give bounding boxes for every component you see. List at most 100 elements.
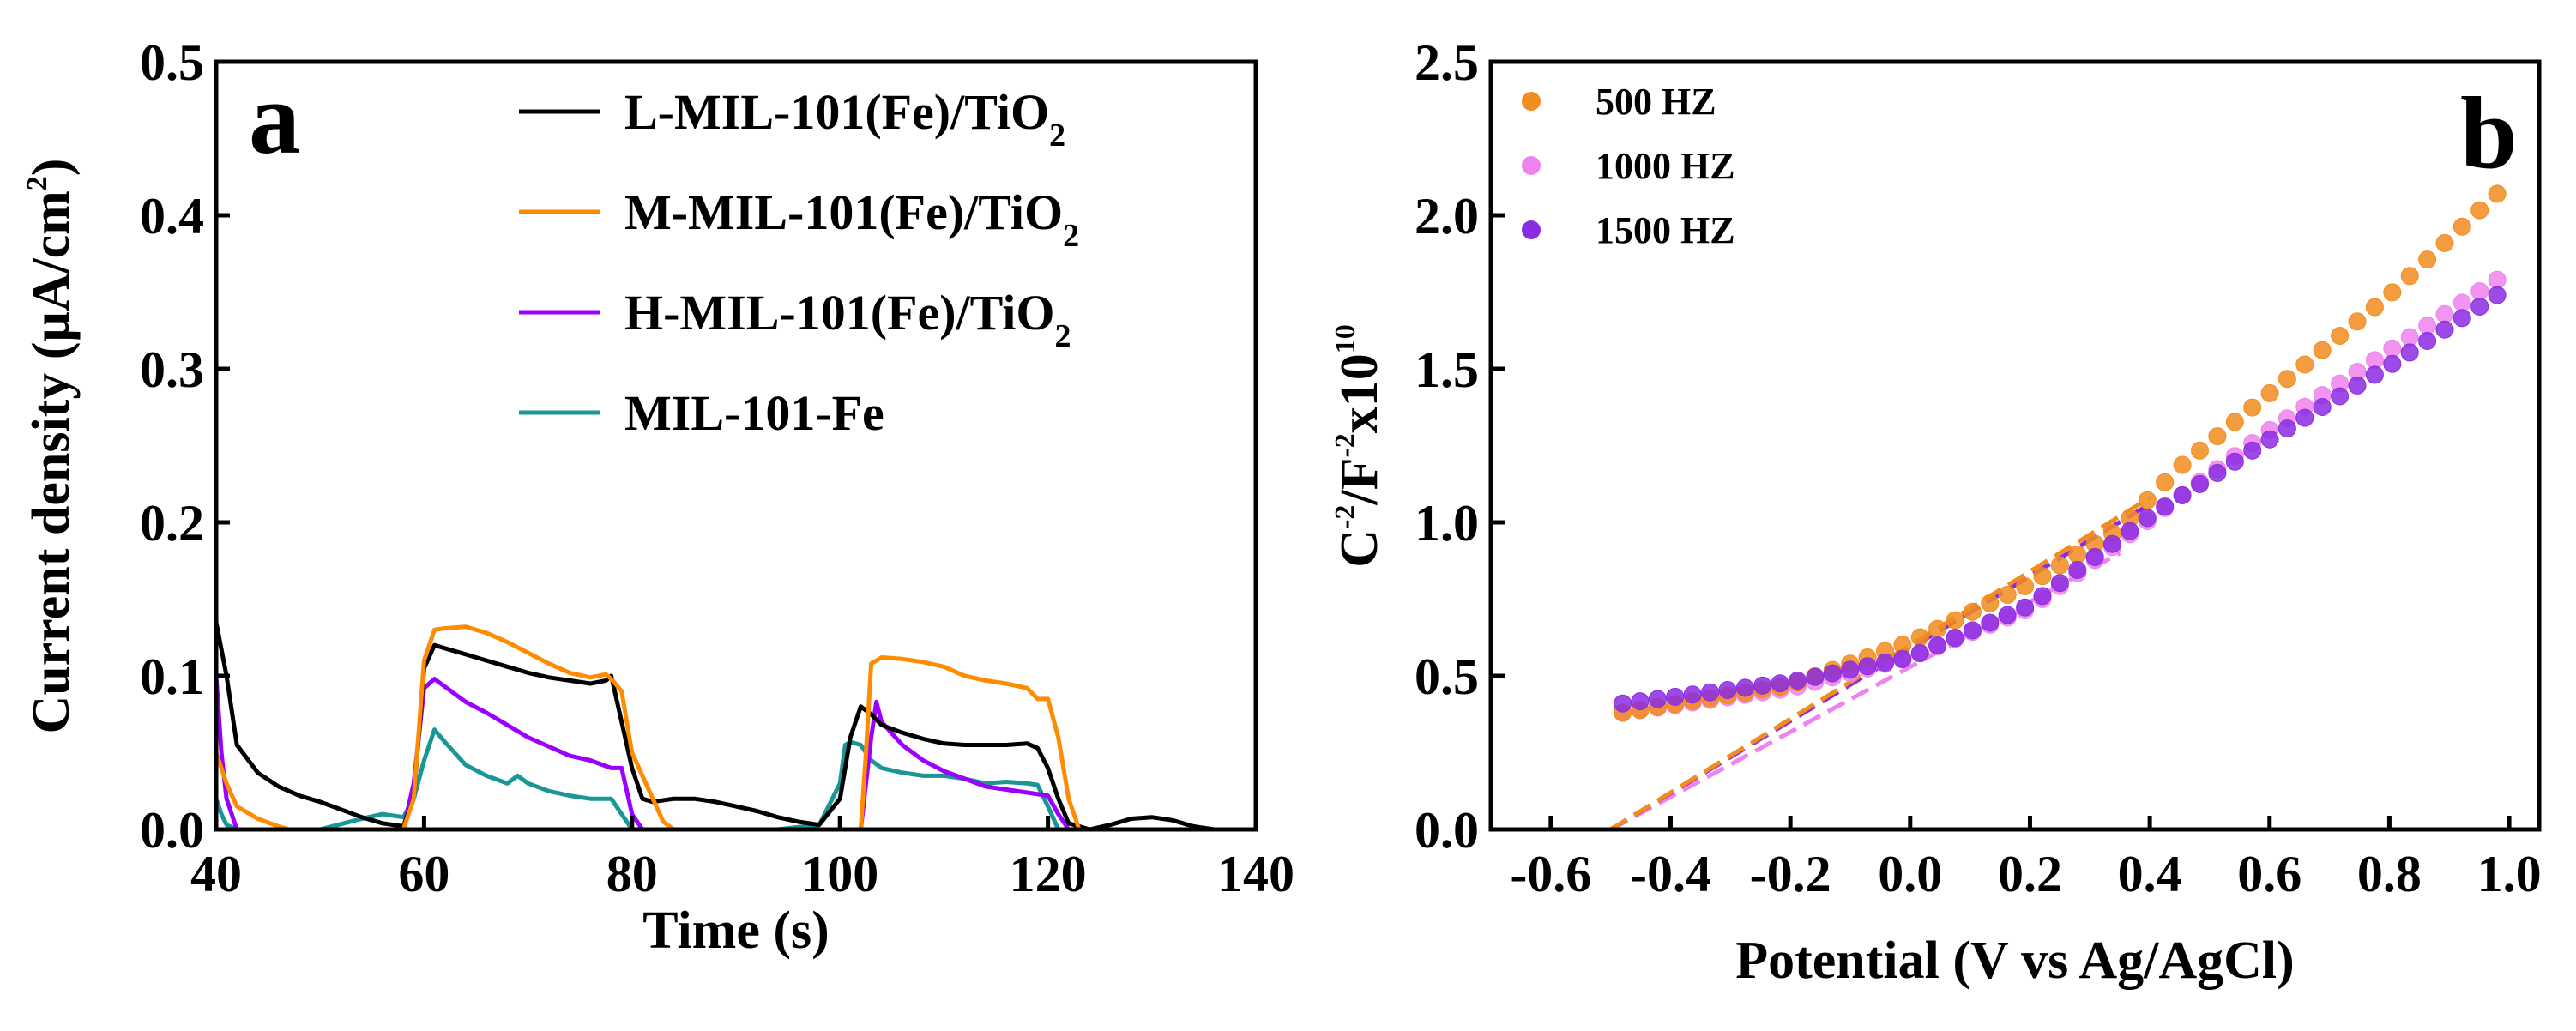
- scatter-point: [1841, 660, 1860, 679]
- scatter-point: [2191, 441, 2209, 460]
- series-line-2: [214, 675, 1079, 832]
- scatter-point: [2085, 547, 2104, 566]
- scatter-point: [1648, 690, 1667, 708]
- scatter-point: [2138, 491, 2157, 509]
- scatter-point: [2383, 283, 2402, 302]
- scatter-point: [2156, 497, 2175, 516]
- scatter-point: [2068, 546, 2087, 564]
- legend-label-3: MIL-101-Fe: [624, 385, 884, 441]
- panel-b-legend: 500 HZ 1000 HZ 1500 HZ: [1522, 81, 1735, 251]
- scatter-point: [2121, 522, 2139, 540]
- panel-a-frame: [214, 59, 1258, 832]
- panel-b-x-axis-title: Potential (V vs Ag/AgCl): [1735, 932, 2295, 990]
- legend-label-b-1: 1000 HZ: [1596, 145, 1735, 187]
- legend-label-0: L-MIL-101(Fe)/TiO2: [624, 84, 1065, 154]
- scatter-point: [1998, 585, 2017, 604]
- series-line-3: [214, 727, 1060, 832]
- scatter-point: [2418, 250, 2437, 269]
- panel-a-x-tick-label: 120: [1010, 846, 1087, 902]
- panel-a-y-tick-label: 0.2: [140, 495, 204, 552]
- panel-a-x-axis-title: Time (s): [642, 901, 830, 960]
- series-line-0: [214, 621, 1215, 832]
- scatter-point: [2191, 474, 2209, 493]
- scatter-point: [2348, 376, 2367, 395]
- panel-a-x-tick-label: 140: [1217, 846, 1294, 902]
- scatter-point: [2418, 317, 2437, 335]
- scatter-point: [1771, 674, 1789, 693]
- panel-b-x-tick-label: 0.2: [1998, 846, 2062, 902]
- scatter-point: [2295, 355, 2314, 374]
- scatter-point: [2488, 184, 2507, 203]
- legend-label-1: M-MIL-101(Fe)/TiO2: [624, 184, 1079, 254]
- scatter-point: [2225, 452, 2244, 471]
- scatter-point: [2260, 430, 2279, 449]
- scatter-point: [1963, 602, 1982, 621]
- scatter-point: [1910, 628, 1929, 647]
- panel-b-y-tick-label: 2.0: [1415, 188, 1479, 244]
- scatter-point: [1910, 644, 1929, 662]
- panel-b-letter: b: [2460, 75, 2518, 190]
- scatter-point: [2400, 343, 2419, 362]
- panel-b-x-tick-label: -0.6: [1510, 846, 1591, 902]
- scatter-point: [2068, 561, 2087, 579]
- scatter-point: [2435, 320, 2454, 339]
- scatter-point: [2138, 509, 2157, 528]
- scatter-point: [2260, 383, 2279, 402]
- panel-a-legend: L-MIL-101(Fe)/TiO2 M-MIL-101(Fe)/TiO2 H-MI…: [519, 84, 1079, 441]
- scatter-point: [2313, 398, 2332, 416]
- panel-a-y-tick-label: 0.1: [140, 648, 204, 705]
- legend-marker-2: [1522, 220, 1541, 239]
- scatter-point: [2277, 370, 2296, 389]
- panel-b-x-tick-label: 1.0: [2477, 846, 2542, 902]
- scatter-point: [1981, 613, 2000, 632]
- scatter-point: [2033, 587, 2052, 606]
- scatter-point: [2243, 441, 2262, 460]
- scatter-point: [2488, 270, 2507, 289]
- panel-a-y-tick-label: 0.3: [140, 341, 204, 398]
- scatter-point: [1946, 629, 1964, 648]
- panel-b-x-tick-label: 0.0: [1878, 846, 1942, 902]
- scatter-point: [1631, 692, 1650, 711]
- scatter-point: [1806, 667, 1825, 686]
- panel-a-y-axis-title: Current density (μA/cm2): [21, 159, 81, 734]
- scatter-point: [2418, 332, 2437, 350]
- panel-b-y-tick-label: 2.5: [1415, 34, 1479, 91]
- panel-a-y-tick-label: 0.5: [140, 34, 204, 91]
- scatter-point: [1701, 683, 1720, 702]
- legend-marker-0: [1522, 92, 1541, 111]
- scatter-point: [1735, 678, 1754, 697]
- scatter-point: [1928, 636, 1947, 655]
- scatter-point: [2435, 233, 2454, 252]
- scatter-point: [1981, 594, 2000, 612]
- panel-a-y-tick-label: 0.4: [140, 188, 204, 244]
- panel-a-letter: a: [249, 61, 300, 175]
- scatter-point: [2470, 282, 2489, 300]
- scatter-point: [1718, 681, 1737, 699]
- scatter-point: [2050, 556, 2069, 575]
- scatter-point: [2470, 201, 2489, 220]
- panel-b-scatter-points: [1614, 184, 2507, 722]
- scatter-point: [2452, 293, 2471, 312]
- scatter-point: [2331, 387, 2350, 406]
- panel-b-y-tick-label: 1.5: [1415, 341, 1479, 398]
- panel-b-x-tick-label: 0.4: [2118, 846, 2182, 902]
- scatter-point: [2365, 298, 2384, 317]
- panel-a-plot-lines: [214, 621, 1215, 832]
- scatter-point: [2103, 534, 2121, 553]
- panel-b-y-tick-label: 0.5: [1415, 648, 1479, 705]
- scatter-point: [2331, 327, 2350, 345]
- panel-b-y-axis-title: C-2/F-2x1010: [1330, 324, 1389, 568]
- scatter-point: [2365, 365, 2384, 384]
- panel-b-y-tick-label: 0.0: [1415, 802, 1479, 859]
- scatter-point: [2470, 297, 2489, 316]
- scatter-point: [1858, 657, 1877, 676]
- scatter-point: [2225, 413, 2244, 431]
- scatter-point: [1946, 611, 1964, 630]
- scatter-point: [2173, 455, 2192, 474]
- scatter-point: [2348, 312, 2367, 331]
- panel-b-y-tick-label: 1.0: [1415, 495, 1479, 552]
- panel-b: -0.6 -0.4 -0.2 0.0 0.2 0.4 0.6 0.8 1.0 0.0 0.5 1.0 1…: [1330, 34, 2542, 990]
- scatter-point: [2295, 408, 2314, 427]
- panel-b-ticks: -0.6 -0.4 -0.2 0.0 0.2 0.4 0.6 0.8 1.0 0.0 0.5 1.0 1…: [1415, 34, 2542, 902]
